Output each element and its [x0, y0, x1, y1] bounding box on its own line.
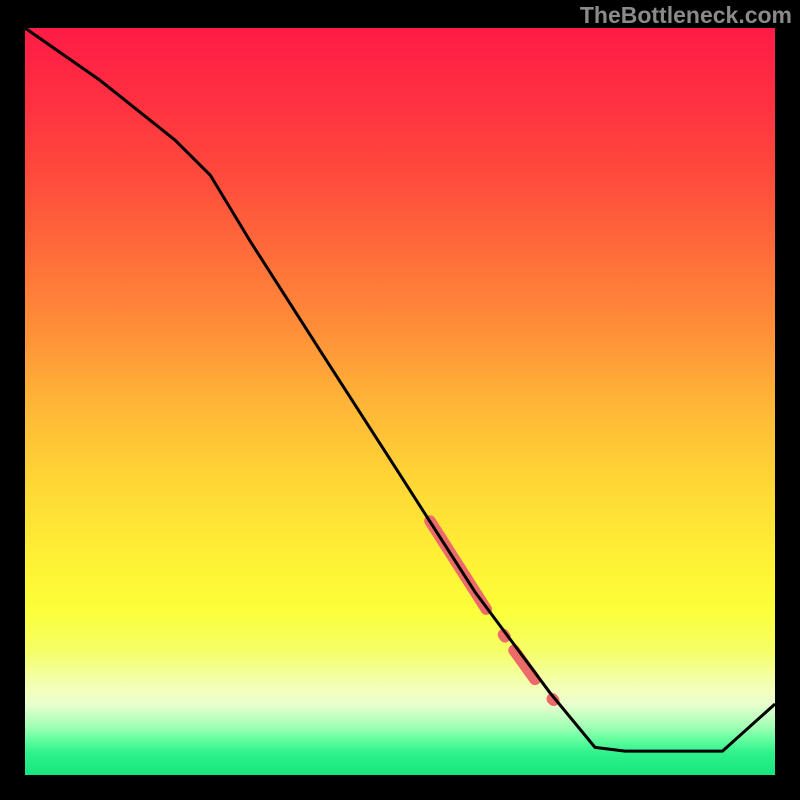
- chart-lines: [25, 28, 775, 775]
- chart-container: TheBottleneck.com: [0, 0, 800, 800]
- plot-area: [25, 28, 775, 775]
- watermark-text: TheBottleneck.com: [580, 2, 792, 29]
- highlight-segment: [514, 650, 535, 679]
- highlight-segment: [504, 635, 506, 637]
- bottleneck-curve: [25, 28, 775, 751]
